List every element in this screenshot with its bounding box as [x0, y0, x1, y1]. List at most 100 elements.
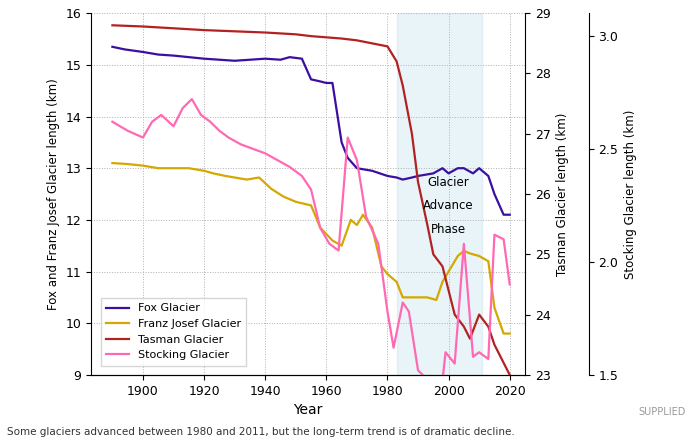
Fox Glacier	[368, 168, 377, 173]
Fox Glacier	[154, 52, 162, 57]
Fox Glacier	[215, 57, 223, 62]
Stocking Glacier	[248, 146, 257, 151]
Fox Glacier	[460, 165, 468, 171]
Fox Glacier	[200, 56, 209, 61]
Franz Josef Glacier	[328, 238, 337, 243]
Franz Josef Glacier	[384, 272, 392, 277]
Franz Josef Glacier	[368, 225, 377, 230]
Franz Josef Glacier	[221, 173, 230, 179]
Franz Josef Glacier	[169, 165, 178, 171]
Fox Glacier	[169, 53, 178, 58]
Franz Josef Glacier	[432, 297, 440, 303]
Stocking Glacier	[451, 361, 459, 366]
Text: Advance: Advance	[424, 199, 474, 212]
Stocking Glacier	[353, 157, 361, 163]
Line: Tasman Glacier: Tasman Glacier	[113, 25, 510, 375]
Text: SUPPLIED: SUPPLIED	[638, 407, 686, 417]
Tasman Glacier	[444, 288, 453, 293]
Fox Glacier	[353, 165, 361, 171]
Stocking Glacier	[169, 123, 178, 129]
Franz Josef Glacier	[353, 222, 361, 228]
Tasman Glacier	[438, 264, 447, 269]
Tasman Glacier	[499, 360, 508, 366]
Fox Glacier	[298, 56, 306, 61]
Franz Josef Glacier	[490, 305, 498, 310]
Stocking Glacier	[157, 112, 165, 118]
Tasman Glacier	[451, 312, 459, 317]
Tasman Glacier	[414, 179, 422, 185]
Tasman Glacier	[337, 36, 346, 41]
Fox Glacier	[261, 56, 270, 61]
Fox Glacier	[307, 77, 315, 82]
Fox Glacier	[484, 173, 493, 179]
Stocking Glacier	[505, 282, 514, 287]
Franz Josef Glacier	[466, 251, 474, 256]
Fox Glacier	[328, 80, 337, 86]
Franz Josef Glacier	[454, 254, 462, 259]
Text: Phase: Phase	[431, 223, 466, 235]
Fox Glacier	[414, 173, 422, 179]
Stocking Glacier	[178, 105, 187, 111]
Franz Josef Glacier	[475, 254, 484, 259]
Fox Glacier	[469, 171, 477, 176]
Fox Glacier	[423, 172, 431, 177]
Franz Josef Glacier	[438, 279, 447, 284]
Stocking Glacier	[335, 248, 343, 253]
Fox Glacier	[185, 55, 193, 60]
X-axis label: Year: Year	[293, 403, 323, 417]
Y-axis label: Tasman Glacier length (km): Tasman Glacier length (km)	[556, 112, 569, 276]
Fox Glacier	[286, 55, 294, 60]
Stocking Glacier	[197, 112, 205, 118]
Stocking Glacier	[414, 368, 422, 373]
Franz Josef Glacier	[123, 161, 132, 167]
Fox Glacier	[407, 175, 416, 180]
Line: Franz Josef Glacier: Franz Josef Glacier	[113, 163, 510, 333]
Fox Glacier	[393, 175, 401, 180]
Franz Josef Glacier	[398, 295, 407, 300]
Fox Glacier	[246, 57, 254, 62]
Fox Glacier	[444, 171, 453, 176]
Text: Glacier: Glacier	[428, 176, 470, 189]
Stocking Glacier	[326, 241, 334, 247]
Tasman Glacier	[292, 32, 300, 37]
Franz Josef Glacier	[444, 269, 453, 274]
Franz Josef Glacier	[139, 163, 147, 168]
Bar	[397, 13, 482, 375]
Tasman Glacier	[139, 24, 147, 29]
Stocking Glacier	[398, 300, 407, 305]
Franz Josef Glacier	[154, 165, 162, 171]
Stocking Glacier	[475, 350, 484, 355]
Franz Josef Glacier	[423, 295, 431, 300]
Y-axis label: Stocking Glacier length (km): Stocking Glacier length (km)	[624, 109, 637, 279]
Stocking Glacier	[298, 173, 306, 179]
Franz Josef Glacier	[316, 225, 324, 230]
Franz Josef Glacier	[279, 194, 288, 199]
Stocking Glacier	[188, 97, 196, 102]
Text: Some glaciers advanced between 1980 and 2011, but the long-term trend is of dram: Some glaciers advanced between 1980 and …	[7, 426, 514, 437]
Fox Glacier	[384, 173, 392, 179]
Stocking Glacier	[316, 225, 324, 231]
Tasman Glacier	[353, 37, 361, 43]
Tasman Glacier	[307, 34, 315, 39]
Tasman Glacier	[475, 312, 484, 317]
Stocking Glacier	[261, 151, 270, 156]
Fox Glacier	[230, 58, 239, 64]
Franz Josef Glacier	[346, 217, 355, 223]
Franz Josef Glacier	[499, 331, 508, 336]
Tasman Glacier	[322, 35, 330, 40]
Fox Glacier	[499, 212, 508, 217]
Tasman Glacier	[490, 342, 498, 348]
Stocking Glacier	[405, 309, 413, 314]
Tasman Glacier	[200, 27, 209, 33]
Stocking Glacier	[286, 164, 294, 170]
Stocking Glacier	[273, 157, 281, 163]
Tasman Glacier	[169, 26, 178, 31]
Tasman Glacier	[484, 324, 493, 329]
Franz Josef Glacier	[209, 171, 218, 176]
Stocking Glacier	[490, 232, 498, 237]
Stocking Glacier	[460, 241, 468, 247]
Franz Josef Glacier	[359, 212, 368, 217]
Franz Josef Glacier	[414, 295, 422, 300]
Fox Glacier	[398, 177, 407, 182]
Fox Glacier	[475, 165, 484, 171]
